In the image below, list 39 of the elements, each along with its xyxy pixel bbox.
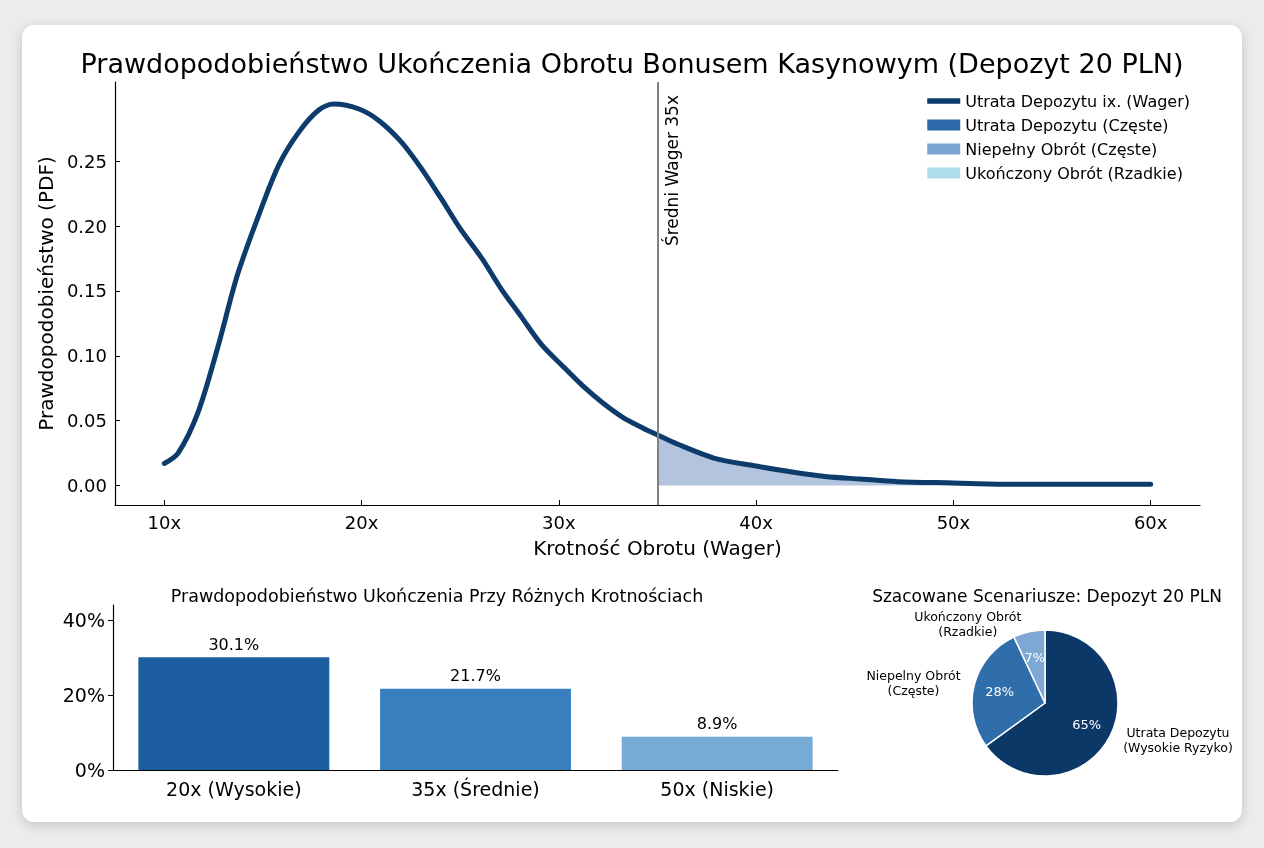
x-tick-label: 20x (Wysokie) (166, 777, 302, 800)
data-label: 65% (1072, 716, 1102, 732)
y-tick-label: 0.20 (66, 215, 107, 237)
x-tick-label: 50x (Niskie) (660, 777, 774, 800)
bar (380, 688, 571, 770)
y-tick-label: 0.05 (66, 410, 107, 432)
y-tick-label: 20% (62, 684, 105, 706)
x-tick-label: 60x (1133, 511, 1168, 533)
ref-line-label: Średni Wager 35x (661, 95, 682, 247)
x-axis-title: Krotność Obrotu (Wager) (533, 536, 782, 560)
legend-label: Ukończony Obrót (Rzadkie) (965, 163, 1183, 183)
data-label: 21.7% (450, 666, 501, 686)
data-label: 30.1% (208, 634, 260, 654)
y-tick-label: 0.00 (66, 475, 107, 497)
bar (138, 657, 330, 770)
y-tick-label: 0.15 (66, 280, 107, 302)
x-tick-label: 50x (936, 511, 971, 533)
legend-label: Utrata Depozytu (Częste) (965, 115, 1169, 135)
chart-title: Szacowane Scenariusze: Depozyt 20 PLN (872, 585, 1222, 606)
y-tick-label: 0% (74, 759, 105, 781)
x-tick-label: 30x (542, 511, 576, 533)
legend-label: Niepełny Obrót (Częste) (965, 139, 1158, 159)
x-tick-label: 10x (147, 511, 182, 533)
y-tick-label: 40% (62, 609, 105, 631)
x-tick-label: 35x (Średnie) (411, 776, 540, 800)
data-label: 28% (985, 683, 1015, 699)
legend-label: Utrata Depozytu ix. (Wager) (965, 91, 1191, 111)
y-tick-label: 0.25 (66, 150, 107, 172)
x-tick-label: 20x (344, 511, 379, 533)
data-label: 8.9% (696, 714, 738, 734)
chart-title: Prawdopodobieństwo Ukończenia Obrotu Bonusem Kasynowym (Depozyt 20 PLN) (80, 48, 1184, 79)
slice-label: Utrata Depozytu (Wysokie Ryzyko) (1123, 724, 1233, 755)
y-tick-label: 0.10 (66, 345, 107, 367)
slice-label: Ukończony Obrót (Rzadkie) (914, 608, 1022, 639)
bar (621, 736, 813, 770)
y-axis-title: Prawdopodobieństwo (PDF) (34, 156, 59, 431)
x-tick-label: 40x (739, 511, 774, 533)
chart-title: Prawdopodobieństwo Ukończenia Przy Różnych Krotnościach (170, 586, 704, 606)
slice-label: Niepelny Obrót (Częste) (866, 667, 961, 698)
